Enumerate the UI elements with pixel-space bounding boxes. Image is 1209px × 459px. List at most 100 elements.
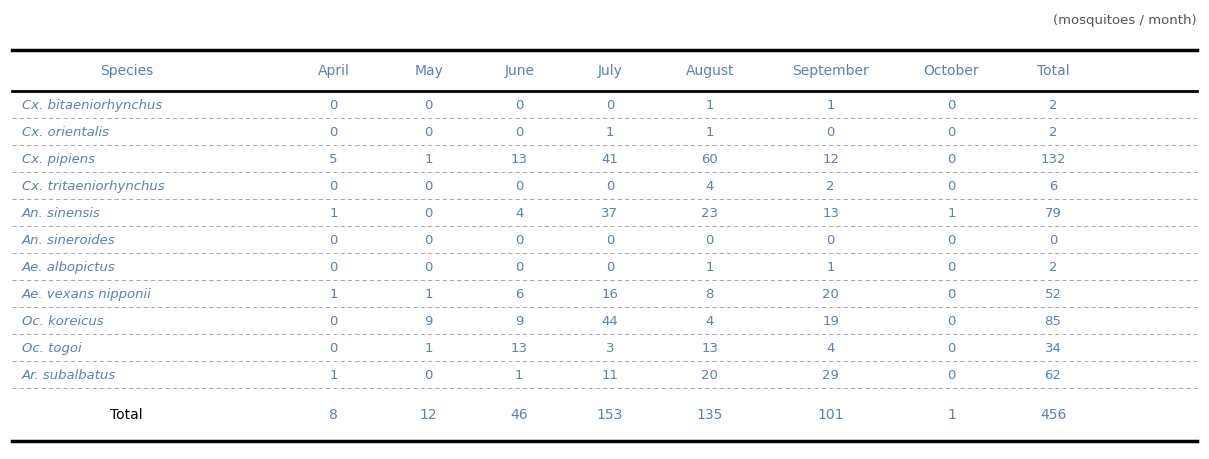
Text: 1: 1 [424, 152, 433, 166]
Text: 0: 0 [948, 233, 955, 246]
Text: 13: 13 [822, 207, 839, 219]
Text: 0: 0 [424, 179, 433, 192]
Text: Total: Total [1037, 64, 1069, 78]
Text: Cx. tritaeniorhynchus: Cx. tritaeniorhynchus [22, 179, 164, 192]
Text: June: June [504, 64, 534, 78]
Text: 0: 0 [424, 99, 433, 112]
Text: Oc. koreicus: Oc. koreicus [22, 314, 104, 327]
Text: 0: 0 [424, 260, 433, 273]
Text: 2: 2 [1048, 260, 1058, 273]
Text: 9: 9 [424, 314, 433, 327]
Text: 23: 23 [701, 207, 718, 219]
Text: 0: 0 [948, 179, 955, 192]
Text: 0: 0 [606, 99, 614, 112]
Text: 0: 0 [948, 287, 955, 300]
Text: (mosquitoes / month): (mosquitoes / month) [1053, 14, 1197, 27]
Text: 0: 0 [606, 260, 614, 273]
Text: 0: 0 [606, 233, 614, 246]
Text: 0: 0 [948, 126, 955, 139]
Text: 13: 13 [510, 152, 528, 166]
Text: 135: 135 [696, 407, 723, 421]
Text: Ae. albopictus: Ae. albopictus [22, 260, 116, 273]
Text: 0: 0 [948, 152, 955, 166]
Text: 1: 1 [705, 260, 715, 273]
Text: 0: 0 [424, 368, 433, 381]
Text: 37: 37 [601, 207, 619, 219]
Text: Cx. orientalis: Cx. orientalis [22, 126, 109, 139]
Text: Species: Species [99, 64, 154, 78]
Text: 44: 44 [602, 314, 618, 327]
Text: 52: 52 [1045, 287, 1062, 300]
Text: 0: 0 [330, 179, 337, 192]
Text: 3: 3 [606, 341, 614, 354]
Text: 2: 2 [1048, 126, 1058, 139]
Text: 101: 101 [817, 407, 844, 421]
Text: 6: 6 [1049, 179, 1057, 192]
Text: 1: 1 [947, 407, 956, 421]
Text: 0: 0 [330, 99, 337, 112]
Text: An. sinensis: An. sinensis [22, 207, 100, 219]
Text: July: July [597, 64, 623, 78]
Text: 41: 41 [602, 152, 618, 166]
Text: 2: 2 [1048, 99, 1058, 112]
Text: 5: 5 [329, 152, 339, 166]
Text: An. sineroides: An. sineroides [22, 233, 115, 246]
Text: 0: 0 [515, 99, 523, 112]
Text: Oc. togoi: Oc. togoi [22, 341, 81, 354]
Text: 0: 0 [948, 368, 955, 381]
Text: April: April [318, 64, 349, 78]
Text: 8: 8 [329, 407, 339, 421]
Text: 12: 12 [420, 407, 438, 421]
Text: 4: 4 [515, 207, 523, 219]
Text: 60: 60 [701, 152, 718, 166]
Text: 4: 4 [706, 314, 713, 327]
Text: 62: 62 [1045, 368, 1062, 381]
Text: 1: 1 [947, 207, 956, 219]
Text: 1: 1 [705, 99, 715, 112]
Text: 16: 16 [602, 287, 618, 300]
Text: 0: 0 [515, 260, 523, 273]
Text: Cx. pipiens: Cx. pipiens [22, 152, 94, 166]
Text: 8: 8 [706, 287, 713, 300]
Text: 1: 1 [826, 99, 835, 112]
Text: 20: 20 [701, 368, 718, 381]
Text: 20: 20 [822, 287, 839, 300]
Text: 0: 0 [424, 126, 433, 139]
Text: 1: 1 [329, 368, 339, 381]
Text: 11: 11 [601, 368, 619, 381]
Text: Total: Total [110, 407, 143, 421]
Text: 9: 9 [515, 314, 523, 327]
Text: 0: 0 [948, 260, 955, 273]
Text: 0: 0 [606, 179, 614, 192]
Text: 0: 0 [827, 233, 834, 246]
Text: Cx. bitaeniorhynchus: Cx. bitaeniorhynchus [22, 99, 162, 112]
Text: 1: 1 [606, 126, 614, 139]
Text: 46: 46 [510, 407, 528, 421]
Text: 0: 0 [330, 126, 337, 139]
Text: 0: 0 [424, 233, 433, 246]
Text: 1: 1 [515, 368, 523, 381]
Text: 132: 132 [1040, 152, 1066, 166]
Text: 0: 0 [515, 126, 523, 139]
Text: 34: 34 [1045, 341, 1062, 354]
Text: 0: 0 [330, 341, 337, 354]
Text: August: August [686, 64, 734, 78]
Text: 6: 6 [515, 287, 523, 300]
Text: 1: 1 [329, 207, 339, 219]
Text: 456: 456 [1040, 407, 1066, 421]
Text: May: May [415, 64, 442, 78]
Text: September: September [792, 64, 869, 78]
Text: 1: 1 [329, 287, 339, 300]
Text: 85: 85 [1045, 314, 1062, 327]
Text: 0: 0 [330, 314, 337, 327]
Text: 1: 1 [705, 126, 715, 139]
Text: 1: 1 [424, 341, 433, 354]
Text: 0: 0 [706, 233, 713, 246]
Text: 0: 0 [330, 260, 337, 273]
Text: 0: 0 [948, 99, 955, 112]
Text: 19: 19 [822, 314, 839, 327]
Text: 153: 153 [597, 407, 623, 421]
Text: 0: 0 [424, 207, 433, 219]
Text: 0: 0 [515, 179, 523, 192]
Text: Ae. vexans nipponii: Ae. vexans nipponii [22, 287, 151, 300]
